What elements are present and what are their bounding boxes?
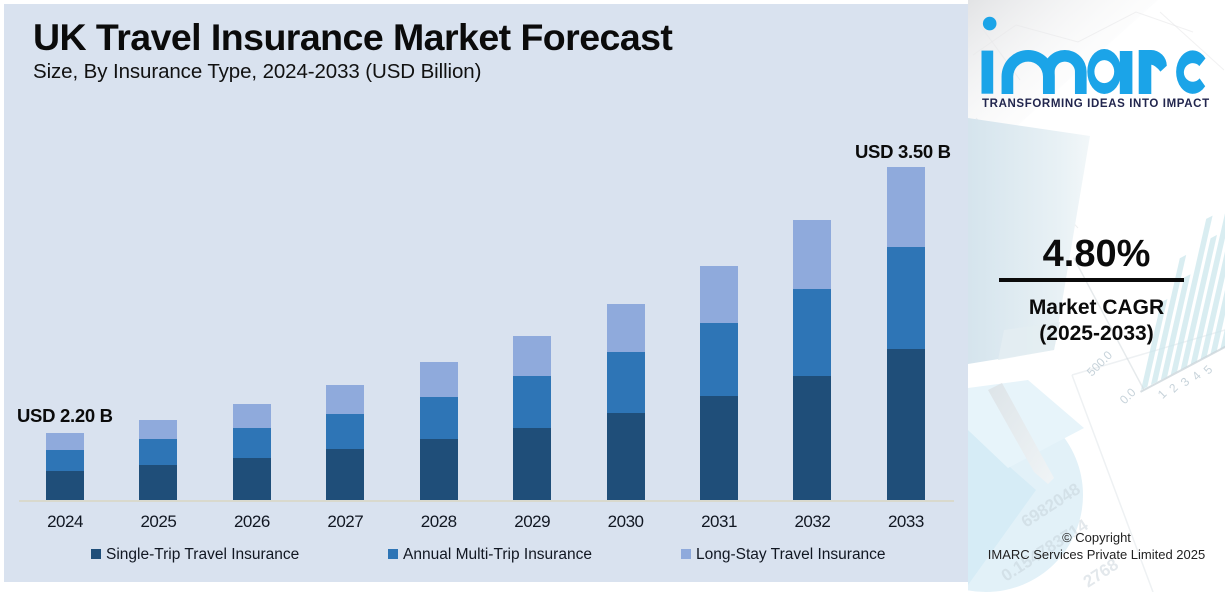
svg-text:3: 3 [1178, 374, 1193, 389]
svg-text:0.0: 0.0 [1117, 385, 1139, 407]
svg-text:5: 5 [1201, 362, 1216, 377]
svg-text:4: 4 [1189, 368, 1204, 383]
svg-text:1: 1 [1155, 387, 1170, 402]
svg-text:2: 2 [1166, 381, 1181, 396]
